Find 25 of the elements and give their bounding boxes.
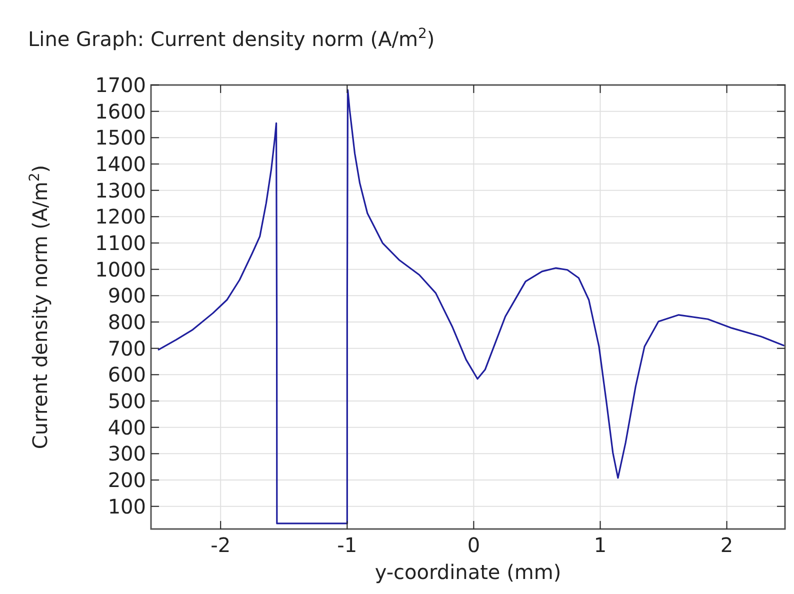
y-tick-label: 1600 [95,99,146,124]
y-tick-label: 700 [108,336,146,360]
x-axis-title: y-coordinate (mm) [374,560,562,584]
y-tick-label: 1100 [95,231,146,256]
x-tick-label: -2 [210,533,231,557]
y-tick-label: 1200 [95,204,146,229]
y-tick-label: 600 [108,362,146,387]
y-tick-label: 1500 [95,126,146,150]
y-tick-label: 900 [108,284,146,308]
x-tick-label: 0 [467,533,480,557]
y-tick-label: 1400 [95,152,146,176]
chart-title: Line Graph: Current density norm (A/m$^{2}$) [28,26,435,51]
y-tick-label: 300 [108,442,146,466]
x-tick-label: -1 [337,533,358,557]
y-tick-label: 100 [108,494,146,518]
y-tick-label: 500 [108,389,146,414]
y-tick-label: 1300 [95,178,146,202]
x-tick-label: 1 [594,533,607,557]
y-tick-label: 800 [108,310,146,334]
y-tick-label: 1700 [95,73,146,97]
x-tick-label: 2 [720,533,734,557]
line-series [158,89,785,524]
y-tick-label: 1000 [95,257,146,282]
y-tick-label: 200 [108,468,146,492]
y-tick-label: 400 [108,415,146,440]
